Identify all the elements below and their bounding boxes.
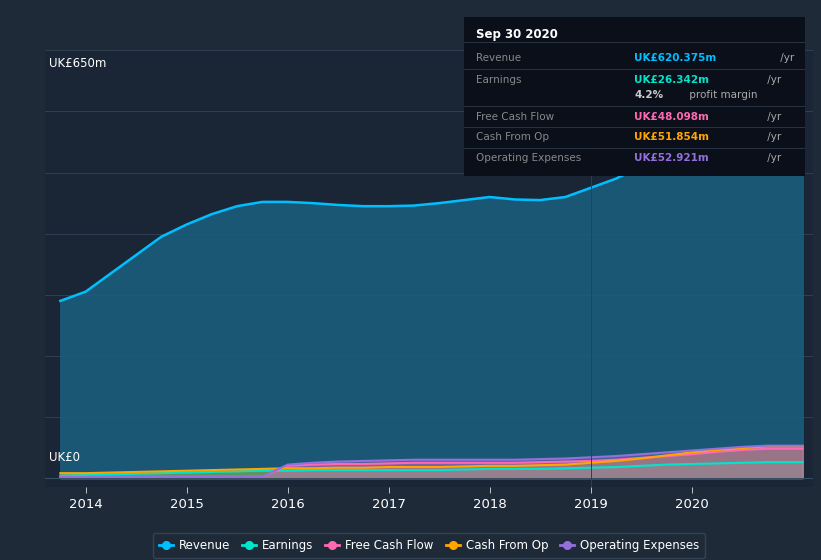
Text: Sep 30 2020: Sep 30 2020 [476,28,557,41]
Text: UK£48.098m: UK£48.098m [635,111,709,122]
Text: UK£52.921m: UK£52.921m [635,153,709,163]
Text: Operating Expenses: Operating Expenses [476,153,581,163]
Text: /yr: /yr [764,132,781,142]
Text: Earnings: Earnings [476,75,521,85]
Text: /yr: /yr [764,153,781,163]
Legend: Revenue, Earnings, Free Cash Flow, Cash From Op, Operating Expenses: Revenue, Earnings, Free Cash Flow, Cash … [153,533,705,558]
Text: profit margin: profit margin [686,90,758,100]
Text: UK£26.342m: UK£26.342m [635,75,709,85]
Text: Cash From Op: Cash From Op [476,132,548,142]
Text: /yr: /yr [777,53,794,63]
Text: UK£0: UK£0 [49,451,80,464]
Text: Free Cash Flow: Free Cash Flow [476,111,554,122]
Text: 4.2%: 4.2% [635,90,663,100]
Text: UK£51.854m: UK£51.854m [635,132,709,142]
Text: /yr: /yr [764,75,781,85]
Text: UK£620.375m: UK£620.375m [635,53,717,63]
Text: Revenue: Revenue [476,53,521,63]
Text: /yr: /yr [764,111,781,122]
Text: UK£650m: UK£650m [49,57,107,70]
